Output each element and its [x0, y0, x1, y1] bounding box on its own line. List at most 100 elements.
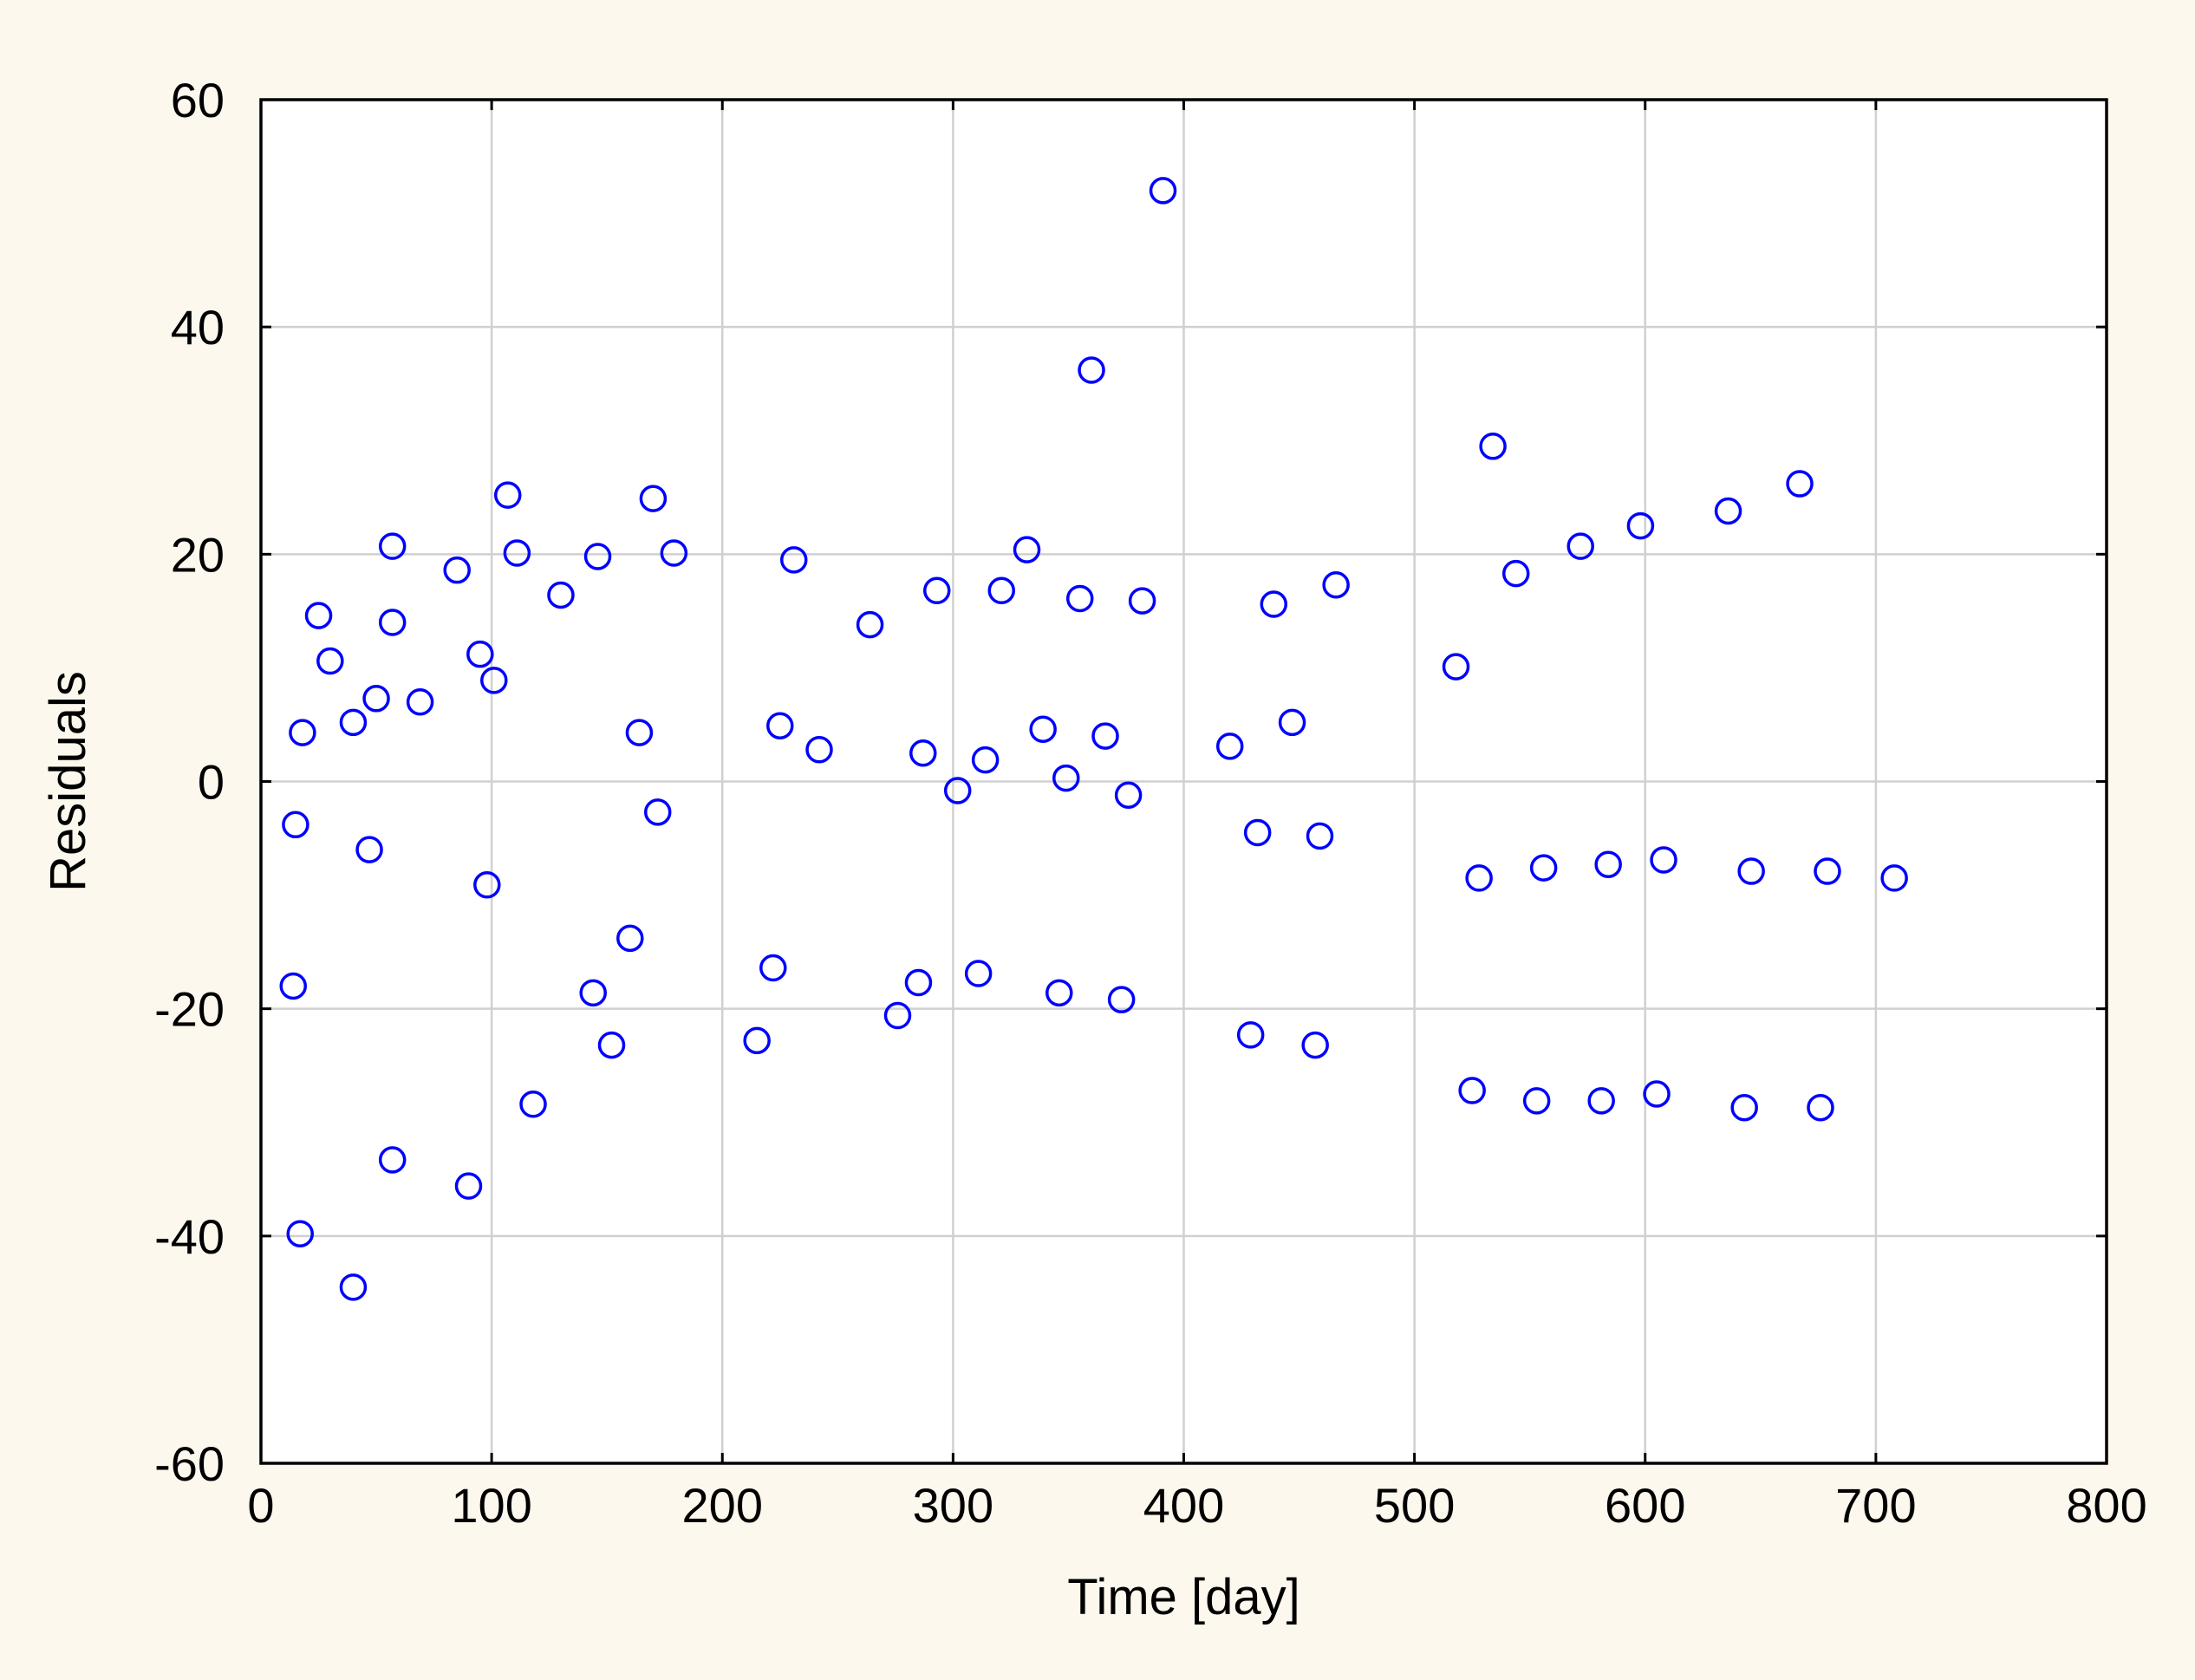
grid-lines	[261, 100, 2107, 1463]
data-point	[1650, 846, 1677, 874]
data-point	[1278, 708, 1306, 737]
data-point	[805, 736, 833, 764]
data-point	[743, 1026, 771, 1055]
x-axis-title: Time [day]	[1067, 1569, 1300, 1625]
data-point	[1465, 864, 1493, 892]
plot-frame	[259, 98, 2108, 1465]
data-point	[1458, 1077, 1486, 1104]
data-point	[1078, 356, 1105, 384]
x-tick-label: 100	[451, 1478, 531, 1533]
data-point	[547, 581, 575, 609]
data-point	[1807, 1093, 1834, 1122]
data-point	[289, 719, 316, 746]
data-point	[443, 556, 471, 584]
data-point	[579, 979, 607, 1007]
data-point	[1029, 715, 1057, 743]
y-tick-label: 0	[198, 755, 225, 810]
y-tick-label: 40	[171, 300, 225, 355]
data-point	[779, 546, 808, 574]
y-tick-labels: -60 -40 -20 0 20 40 60	[154, 73, 225, 1491]
data-point	[503, 539, 531, 567]
data-point	[378, 532, 407, 560]
x-tick-label: 600	[1605, 1478, 1685, 1533]
data-point	[616, 924, 644, 953]
data-point	[943, 777, 972, 804]
y-tick-label: 20	[171, 527, 225, 582]
data-point	[362, 685, 390, 713]
data-point	[1045, 979, 1073, 1007]
data-point	[1114, 781, 1143, 809]
data-point	[1107, 986, 1136, 1013]
data-point	[660, 539, 688, 567]
x-tick-label: 400	[1143, 1478, 1224, 1533]
data-point	[1149, 177, 1177, 205]
data-point	[987, 576, 1016, 605]
data-point	[639, 485, 668, 512]
data-point	[971, 746, 1000, 774]
data-point	[1243, 818, 1272, 847]
data-point	[1594, 850, 1622, 878]
data-point	[922, 576, 951, 605]
data-point	[1442, 653, 1470, 680]
data-point	[519, 1091, 547, 1118]
data-point	[1215, 733, 1244, 760]
data-point	[1091, 722, 1119, 750]
y-tick-label: -60	[154, 1436, 225, 1491]
data-point	[1322, 570, 1350, 599]
data-point	[759, 954, 787, 982]
data-point	[339, 708, 368, 737]
data-point	[1626, 511, 1655, 540]
y-tick-label: -40	[154, 1209, 225, 1264]
data-point	[1306, 822, 1334, 850]
data-point	[286, 1220, 314, 1247]
data-point	[597, 1031, 626, 1059]
data-point	[279, 972, 308, 1000]
data-point	[466, 640, 494, 668]
data-point	[1737, 857, 1765, 885]
x-tick-label: 300	[913, 1478, 993, 1533]
data-point	[406, 687, 434, 716]
data-point	[1587, 1087, 1615, 1115]
data-point	[1529, 854, 1558, 882]
x-tick-labels: 0 100 200 300 400 500 600 700 800	[247, 1478, 2146, 1533]
data-point	[1730, 1093, 1758, 1122]
data-point	[856, 610, 884, 639]
data-point	[583, 543, 612, 570]
data-point	[480, 667, 508, 694]
y-tick-label: -20	[154, 982, 225, 1037]
data-point	[1786, 470, 1814, 498]
data-point	[766, 712, 794, 740]
data-point	[1128, 587, 1156, 615]
data-point	[1643, 1080, 1671, 1108]
data-point	[1479, 433, 1507, 460]
data-point	[1065, 584, 1094, 613]
data-point	[304, 602, 333, 629]
y-axis-title: Residuals	[40, 671, 96, 892]
data-point	[909, 739, 937, 767]
data-point	[1566, 532, 1594, 560]
data-point	[339, 1273, 368, 1301]
data-point	[282, 811, 309, 839]
data-point	[883, 1001, 912, 1030]
x-tick-label: 200	[682, 1478, 763, 1533]
data-point	[1013, 536, 1041, 563]
data-point	[1501, 559, 1530, 588]
data-point	[625, 719, 654, 746]
data-point	[494, 481, 522, 509]
data-point	[1301, 1031, 1329, 1059]
data-point	[1814, 857, 1841, 885]
data-point	[473, 871, 501, 899]
data-point	[1236, 1021, 1265, 1049]
data-point	[643, 798, 672, 826]
data-points	[279, 177, 1908, 1301]
data-point	[1880, 864, 1908, 892]
data-point	[964, 960, 993, 987]
data-point	[316, 647, 344, 675]
data-point	[1522, 1087, 1551, 1115]
data-point	[904, 968, 933, 997]
x-tick-label: 500	[1374, 1478, 1455, 1533]
data-point	[355, 836, 383, 863]
x-tick-label: 700	[1835, 1478, 1916, 1533]
data-point	[378, 609, 407, 636]
